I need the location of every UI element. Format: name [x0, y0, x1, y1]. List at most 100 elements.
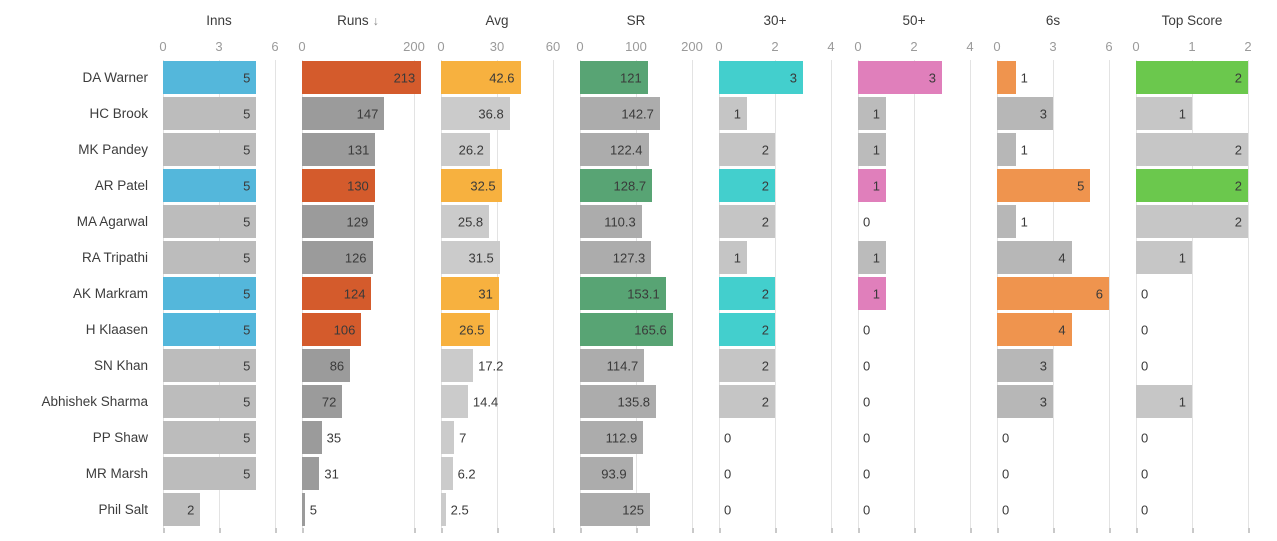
bar[interactable]: [441, 277, 499, 310]
bar[interactable]: [163, 457, 257, 490]
bar[interactable]: [580, 385, 657, 418]
bar[interactable]: [1136, 97, 1192, 130]
player-name[interactable]: Abhishek Sharma: [41, 394, 148, 409]
bar[interactable]: [441, 61, 521, 94]
bar[interactable]: [858, 169, 886, 202]
bar[interactable]: [302, 349, 351, 382]
bar[interactable]: [997, 313, 1072, 346]
bar[interactable]: [997, 205, 1016, 238]
bar[interactable]: [1136, 241, 1192, 274]
player-name[interactable]: MK Pandey: [78, 142, 148, 157]
bar[interactable]: [580, 493, 650, 526]
bar[interactable]: [163, 241, 257, 274]
bar[interactable]: [441, 457, 453, 490]
bar[interactable]: [997, 277, 1109, 310]
bar[interactable]: [858, 97, 886, 130]
bar[interactable]: [163, 493, 201, 526]
bar[interactable]: [580, 169, 653, 202]
bar[interactable]: [580, 61, 648, 94]
bar[interactable]: [441, 97, 510, 130]
bar[interactable]: [302, 421, 322, 454]
bar[interactable]: [1136, 385, 1192, 418]
bar[interactable]: [719, 169, 775, 202]
player-name[interactable]: DA Warner: [82, 70, 148, 85]
player-name[interactable]: H Klaasen: [85, 322, 148, 337]
bar[interactable]: [302, 97, 385, 130]
bar[interactable]: [997, 169, 1091, 202]
bar[interactable]: [441, 169, 502, 202]
bar[interactable]: [302, 133, 376, 166]
bar[interactable]: [302, 457, 320, 490]
bar[interactable]: [163, 169, 257, 202]
bar[interactable]: [441, 241, 500, 274]
bar[interactable]: [163, 421, 257, 454]
bar[interactable]: [163, 205, 257, 238]
bar[interactable]: [302, 277, 372, 310]
player-name[interactable]: HC Brook: [89, 106, 148, 121]
bar[interactable]: [580, 277, 666, 310]
column-header-runs[interactable]: Runs ↓ 0 200: [297, 8, 436, 60]
player-name[interactable]: PP Shaw: [92, 430, 148, 445]
column-header-top-score[interactable]: Top Score 0 1 2: [1131, 8, 1270, 60]
bar[interactable]: [302, 205, 375, 238]
bar[interactable]: [997, 241, 1072, 274]
column-header-6s[interactable]: 6s 0 3 6: [992, 8, 1131, 60]
bar[interactable]: [163, 97, 257, 130]
bar[interactable]: [163, 61, 257, 94]
bar[interactable]: [302, 493, 305, 526]
bar[interactable]: [441, 421, 455, 454]
bar[interactable]: [441, 349, 474, 382]
bar[interactable]: [580, 313, 673, 346]
bar[interactable]: [163, 277, 257, 310]
bar[interactable]: [163, 349, 257, 382]
bar[interactable]: [719, 349, 775, 382]
bar[interactable]: [1136, 169, 1248, 202]
bar[interactable]: [580, 457, 633, 490]
player-name[interactable]: Phil Salt: [98, 502, 148, 517]
bar[interactable]: [302, 169, 375, 202]
bar[interactable]: [580, 241, 652, 274]
bar[interactable]: [1136, 133, 1248, 166]
bar[interactable]: [163, 385, 257, 418]
bar[interactable]: [163, 133, 257, 166]
player-name[interactable]: AR Patel: [94, 178, 148, 193]
bar[interactable]: [580, 349, 645, 382]
player-name[interactable]: AK Markram: [72, 286, 148, 301]
bar[interactable]: [1136, 205, 1248, 238]
bar[interactable]: [719, 133, 775, 166]
bar[interactable]: [302, 61, 422, 94]
bar[interactable]: [719, 205, 775, 238]
bar[interactable]: [858, 277, 886, 310]
bar[interactable]: [441, 493, 446, 526]
bar[interactable]: [580, 133, 649, 166]
bar[interactable]: [441, 205, 490, 238]
bar[interactable]: [997, 349, 1053, 382]
bar[interactable]: [997, 61, 1016, 94]
bar[interactable]: [580, 421, 644, 454]
bar[interactable]: [719, 241, 747, 274]
bar[interactable]: [719, 61, 803, 94]
player-name[interactable]: SN Khan: [93, 358, 148, 373]
bar[interactable]: [302, 385, 343, 418]
bar[interactable]: [1136, 61, 1248, 94]
bar[interactable]: [441, 313, 491, 346]
bar[interactable]: [163, 313, 257, 346]
bar[interactable]: [719, 97, 747, 130]
bar[interactable]: [441, 133, 490, 166]
bar[interactable]: [580, 97, 660, 130]
bar[interactable]: [997, 133, 1016, 166]
column-header-sr[interactable]: SR 0 100 200: [575, 8, 714, 60]
bar[interactable]: [997, 385, 1053, 418]
bar[interactable]: [719, 277, 775, 310]
column-header-inns[interactable]: Inns 0 3 6: [158, 8, 297, 60]
bar[interactable]: [302, 241, 373, 274]
player-name[interactable]: RA Tripathi: [81, 250, 148, 265]
player-name[interactable]: MA Agarwal: [76, 214, 148, 229]
column-header-avg[interactable]: Avg 0 30 60: [436, 8, 575, 60]
bar[interactable]: [719, 385, 775, 418]
bar[interactable]: [858, 241, 886, 274]
column-header-30[interactable]: 30+ 0 2 4: [714, 8, 853, 60]
bar[interactable]: [441, 385, 468, 418]
bar[interactable]: [719, 313, 775, 346]
bar[interactable]: [858, 133, 886, 166]
